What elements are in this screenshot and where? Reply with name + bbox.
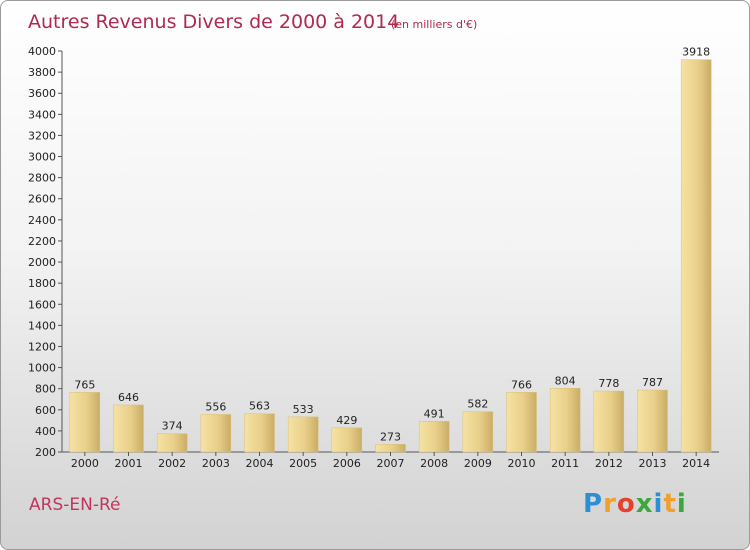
brand-letter: o <box>616 489 636 519</box>
y-tick-label: 800 <box>35 383 56 396</box>
y-tick-label: 600 <box>35 404 56 417</box>
y-tick-label: 3600 <box>28 87 56 100</box>
x-tick-label: 2008 <box>420 457 448 470</box>
data-label: 374 <box>162 420 183 433</box>
brand-letter: t <box>663 489 677 519</box>
data-label: 273 <box>380 430 401 443</box>
bar <box>331 427 363 453</box>
x-tick-label: 2006 <box>333 457 361 470</box>
x-tick-label: 2007 <box>377 457 405 470</box>
data-label: 778 <box>598 377 619 390</box>
y-tick-label: 400 <box>35 425 56 438</box>
y-tick-label: 3200 <box>28 129 56 142</box>
y-tick-label: 3800 <box>28 66 56 79</box>
brand-letter: x <box>635 489 654 519</box>
bar <box>462 411 494 453</box>
chart-subtitle: (en milliers d'€) <box>391 18 477 31</box>
chart-title: Autres Revenus Divers de 2000 à 2014 <box>28 11 399 33</box>
brand-letter: P <box>583 489 604 519</box>
y-tick-label: 1600 <box>28 298 56 311</box>
bar <box>593 390 625 453</box>
y-tick-label: 3400 <box>28 108 56 121</box>
data-label: 3918 <box>682 46 710 59</box>
data-label: 563 <box>249 400 270 413</box>
x-tick-label: 2000 <box>71 457 99 470</box>
x-tick-label: 2010 <box>508 457 536 470</box>
y-tick-label: 200 <box>35 446 56 459</box>
data-label: 765 <box>74 378 95 391</box>
data-label: 533 <box>293 403 314 416</box>
x-tick-label: 2004 <box>246 457 274 470</box>
brand-letter: r <box>603 489 617 519</box>
bar <box>287 416 319 453</box>
y-axis-ticks: 200 400 600 800 1000 1200 1400 1600 1800 2000 2200… <box>28 45 62 459</box>
bar <box>506 392 537 453</box>
y-tick-label: 2400 <box>28 214 56 227</box>
y-tick-label: 1800 <box>28 277 56 290</box>
x-tick-label: 2005 <box>289 457 317 470</box>
y-tick-label: 1200 <box>28 340 56 353</box>
bar <box>637 389 668 453</box>
y-tick-label: 3000 <box>28 151 56 164</box>
x-tick-label: 2012 <box>595 457 623 470</box>
town-name: ARS-EN-Ré <box>29 495 121 515</box>
data-label: 804 <box>555 374 576 387</box>
bar <box>549 388 581 453</box>
brand-letter: i <box>676 489 687 519</box>
bar <box>69 392 101 453</box>
brand-logo[interactable]: Proxiti <box>583 489 687 519</box>
brand-letter: i <box>653 489 664 519</box>
x-tick-label: 2003 <box>202 457 230 470</box>
bar <box>418 421 450 453</box>
data-label: 787 <box>642 376 663 389</box>
x-tick-label: 2011 <box>551 457 579 470</box>
x-tick-label: 2001 <box>115 457 143 470</box>
x-tick-label: 2002 <box>158 457 186 470</box>
data-label: 582 <box>467 398 488 411</box>
x-tick-label: 2009 <box>464 457 492 470</box>
data-label: 429 <box>336 414 357 427</box>
data-labels: 765 646 374 556 563 533 429 273 491 582 766 804 778 7… <box>74 46 710 444</box>
bar <box>200 414 232 453</box>
data-label: 646 <box>118 391 139 404</box>
bar <box>375 444 406 453</box>
bar <box>680 59 712 453</box>
data-label: 766 <box>511 378 532 391</box>
data-label: 556 <box>205 400 226 413</box>
y-tick-label: 2200 <box>28 235 56 248</box>
bar <box>113 404 144 453</box>
y-tick-label: 1400 <box>28 319 56 332</box>
x-tick-label: 2013 <box>639 457 667 470</box>
bar <box>244 413 275 453</box>
x-axis-ticks: 2000 2001 2002 2003 2004 2005 2006 2007 2008 2009… <box>71 452 710 470</box>
data-label: 491 <box>424 407 445 420</box>
y-tick-label: 2800 <box>28 172 56 185</box>
y-tick-label: 4000 <box>28 45 56 58</box>
bar <box>156 433 188 453</box>
y-tick-label: 1000 <box>28 362 56 375</box>
y-tick-label: 2600 <box>28 193 56 206</box>
x-tick-label: 2014 <box>682 457 710 470</box>
y-tick-label: 2000 <box>28 256 56 269</box>
bars <box>69 59 712 453</box>
